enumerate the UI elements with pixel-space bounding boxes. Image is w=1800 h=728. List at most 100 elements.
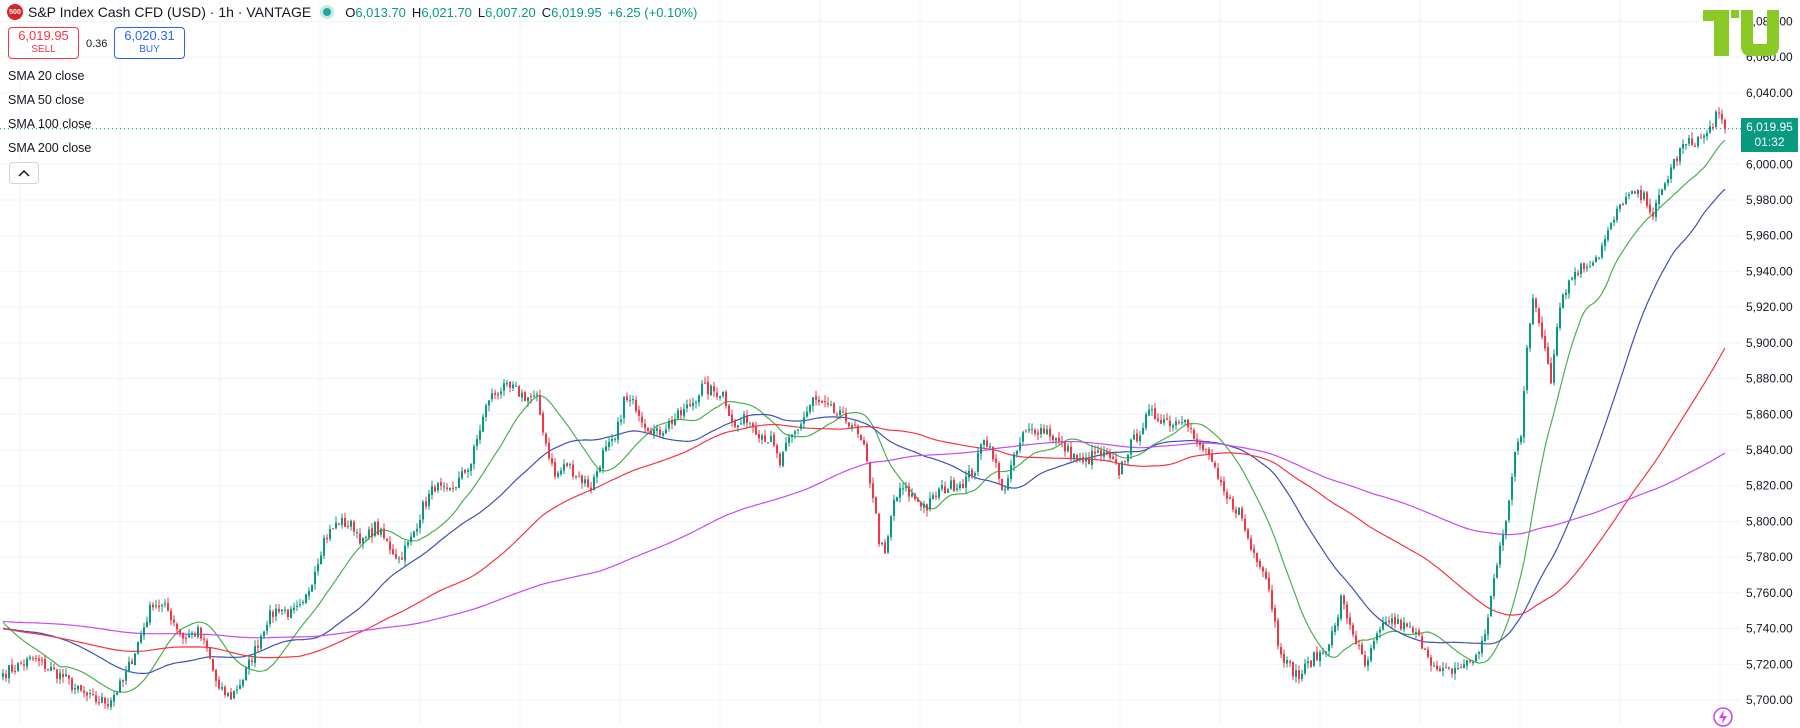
candle-body bbox=[1241, 508, 1243, 519]
candle-body bbox=[1685, 144, 1687, 146]
candle-body bbox=[1562, 294, 1564, 309]
candle-body bbox=[731, 414, 733, 423]
candle-body bbox=[209, 647, 211, 659]
candle-body bbox=[1112, 456, 1114, 460]
candle-body bbox=[161, 605, 163, 607]
candle-body bbox=[866, 443, 868, 462]
candle-body bbox=[707, 381, 709, 395]
candle-body bbox=[68, 675, 70, 679]
chart-grid bbox=[0, 0, 1741, 725]
candle-body bbox=[533, 395, 535, 397]
candle-body bbox=[1289, 661, 1291, 663]
candle-body bbox=[500, 391, 502, 395]
candle-body bbox=[803, 417, 805, 424]
candle-body bbox=[152, 604, 154, 608]
candle-body bbox=[239, 685, 241, 690]
candle-body bbox=[614, 438, 616, 440]
bar-countdown: 01:32 bbox=[1754, 135, 1785, 149]
candle-body bbox=[1433, 665, 1435, 667]
candle-body bbox=[1334, 625, 1336, 633]
candle-body bbox=[752, 423, 754, 428]
candle-body bbox=[1262, 567, 1264, 572]
candle-body bbox=[404, 545, 406, 561]
candle-body bbox=[1349, 617, 1351, 625]
candle-body bbox=[116, 692, 118, 695]
candle-body bbox=[875, 497, 877, 514]
candle-body bbox=[755, 427, 757, 435]
candle-body bbox=[968, 470, 970, 478]
candle-body bbox=[245, 667, 247, 681]
candle-body bbox=[629, 399, 631, 401]
indicator-sma100[interactable]: SMA 100 close bbox=[8, 117, 92, 131]
candle-body bbox=[368, 529, 370, 538]
candle-body bbox=[26, 658, 28, 667]
candle-body bbox=[863, 440, 865, 445]
candle-body bbox=[689, 404, 691, 407]
candle-body bbox=[941, 485, 943, 489]
candle-body bbox=[983, 439, 985, 445]
candle-body bbox=[1616, 208, 1618, 221]
indicator-sma20[interactable]: SMA 20 close bbox=[8, 69, 85, 83]
candle-body bbox=[377, 521, 379, 535]
candle-body bbox=[1655, 202, 1657, 218]
candle-body bbox=[1703, 135, 1705, 138]
candle-body bbox=[410, 536, 412, 542]
candle-body bbox=[890, 516, 892, 537]
price-axis[interactable]: 5,700.00 5,720.00 5,740.00 5,760.00 5,780.00… bbox=[1741, 0, 1800, 725]
collapse-indicators-button[interactable] bbox=[9, 162, 39, 184]
candle-body bbox=[332, 528, 334, 530]
indicator-sma200[interactable]: SMA 200 close bbox=[8, 141, 92, 155]
symbol-title[interactable]: S&P Index Cash CFD (USD) · 1h · VANTAGE bbox=[28, 4, 312, 20]
sell-button[interactable]: 6,019.95 SELL bbox=[8, 27, 79, 59]
price-axis-label: 5,800.00 bbox=[1746, 514, 1793, 528]
candle-body bbox=[878, 514, 880, 545]
candle-body bbox=[1160, 419, 1162, 424]
candle-body bbox=[242, 679, 244, 686]
candle-body bbox=[1451, 668, 1453, 674]
candle-body bbox=[578, 476, 580, 478]
candle-body bbox=[5, 673, 7, 679]
candle-body bbox=[1151, 409, 1153, 411]
candle-body bbox=[1082, 456, 1084, 463]
candle-body bbox=[761, 435, 763, 440]
candle-body bbox=[1178, 422, 1180, 424]
candle-body bbox=[1427, 649, 1429, 657]
candle-body bbox=[1310, 660, 1312, 667]
candle-body bbox=[1442, 667, 1444, 671]
candle-body bbox=[1229, 497, 1231, 499]
candle-body bbox=[893, 499, 895, 516]
price-axis-label: 5,720.00 bbox=[1746, 657, 1793, 671]
candle-body bbox=[1298, 670, 1300, 680]
candle-body bbox=[626, 396, 628, 401]
tradingview-logo-icon bbox=[1703, 10, 1779, 56]
candle-body bbox=[1106, 451, 1108, 454]
candle-body bbox=[1337, 617, 1339, 627]
buy-button[interactable]: 6,020.31 BUY bbox=[114, 27, 185, 59]
candle-body bbox=[125, 671, 127, 681]
candle-body bbox=[503, 383, 505, 391]
candle-body bbox=[1394, 617, 1396, 625]
candle-body bbox=[437, 483, 439, 491]
indicator-sma50[interactable]: SMA 50 close bbox=[8, 93, 85, 107]
candle-body bbox=[608, 442, 610, 448]
candle-body bbox=[158, 605, 160, 608]
candle-body bbox=[458, 477, 460, 488]
candle-body bbox=[704, 382, 706, 384]
candle-body bbox=[269, 610, 271, 625]
candle-body bbox=[11, 664, 13, 672]
candles bbox=[2, 107, 1726, 711]
candle-body bbox=[155, 605, 157, 607]
candle-body bbox=[401, 557, 403, 560]
candle-body bbox=[140, 634, 142, 643]
candle-body bbox=[986, 440, 988, 447]
candle-body bbox=[1448, 667, 1450, 669]
candle-body bbox=[518, 385, 520, 397]
candle-body bbox=[920, 502, 922, 507]
candle-body bbox=[380, 528, 382, 535]
candle-body bbox=[1163, 419, 1165, 423]
candle-body bbox=[221, 686, 223, 689]
candle-body bbox=[137, 642, 139, 654]
candle-body bbox=[1544, 335, 1546, 349]
candle-body bbox=[1607, 230, 1609, 240]
